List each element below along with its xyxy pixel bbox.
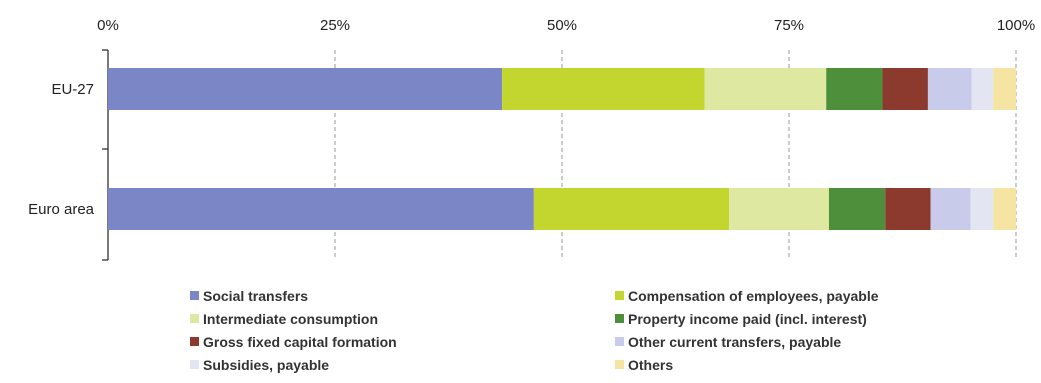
x-tick-label: 100% — [997, 17, 1035, 34]
legend-swatch — [190, 291, 199, 300]
bar-segment — [993, 68, 1016, 110]
category-label: EU-27 — [51, 81, 94, 98]
legend-swatch — [190, 337, 199, 346]
legend-label: Gross fixed capital formation — [203, 333, 397, 350]
bar-segment — [729, 188, 829, 230]
legend-swatch — [190, 314, 199, 323]
legend-label: Other current transfers, payable — [628, 333, 842, 350]
bar-segment — [885, 188, 931, 230]
bar-segment — [704, 68, 827, 110]
legend: Social transfers Compensation of employe… — [190, 286, 980, 374]
bar-segment — [826, 68, 883, 110]
legend-swatch — [615, 360, 624, 369]
x-tick-label: 0% — [97, 17, 119, 34]
x-tick-label: 75% — [774, 17, 804, 34]
legend-swatch — [615, 291, 624, 300]
chart-plot: 0% 25% 50% 75% 100% EU-27 Euro area — [28, 17, 1035, 261]
x-tick-label: 50% — [547, 17, 577, 34]
legend-item: Social transfers — [190, 286, 615, 305]
bar-segment — [828, 188, 886, 230]
legend-item: Others — [615, 355, 980, 374]
legend-label: Social transfers — [203, 287, 309, 304]
legend-item: Intermediate consumption — [190, 309, 615, 328]
bar-segment — [502, 68, 705, 110]
bar-segment — [108, 188, 534, 230]
bar-segment — [533, 188, 730, 230]
bar-segment — [930, 188, 971, 230]
legend-item: Property income paid (incl. interest) — [615, 309, 980, 328]
legend-label: Others — [628, 356, 674, 373]
bar-segment — [970, 188, 994, 230]
bar-segment — [971, 68, 994, 110]
x-tick-label: 25% — [320, 17, 350, 34]
legend-label: Intermediate consumption — [203, 310, 379, 327]
legend-label: Property income paid (incl. interest) — [628, 310, 867, 327]
legend-swatch — [615, 314, 624, 323]
bar-segment — [993, 188, 1016, 230]
legend-swatch — [615, 337, 624, 346]
legend-item: Subsidies, payable — [190, 355, 615, 374]
legend-label: Subsidies, payable — [203, 356, 330, 373]
legend-item: Compensation of employees, payable — [615, 286, 980, 305]
legend-item: Other current transfers, payable — [615, 332, 980, 351]
bar-segment — [927, 68, 972, 110]
bar-segment — [108, 68, 503, 110]
legend-label: Compensation of employees, payable — [628, 287, 879, 304]
category-label: Euro area — [28, 201, 95, 218]
legend-swatch — [190, 360, 199, 369]
bar-segment — [882, 68, 928, 110]
legend-item: Gross fixed capital formation — [190, 332, 615, 351]
